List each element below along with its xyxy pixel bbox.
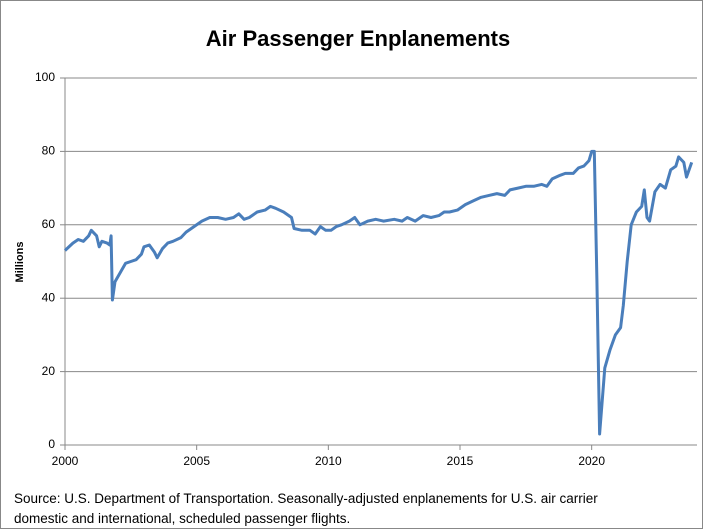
y-tick-label: 40 — [42, 290, 56, 304]
x-tick-label: 2015 — [447, 454, 474, 468]
y-tick-label: 20 — [42, 364, 56, 378]
x-tick-label: 2020 — [578, 454, 605, 468]
y-axis-label: Millions — [14, 242, 26, 283]
y-tick-label: 80 — [42, 144, 56, 158]
y-tick-label: 100 — [35, 70, 55, 84]
source-note: Source: U.S. Department of Transportatio… — [14, 491, 598, 506]
source-note: domestic and international, scheduled pa… — [14, 511, 350, 526]
x-tick-label: 2005 — [183, 454, 210, 468]
y-tick-label: 60 — [42, 217, 56, 231]
chart-title: Air Passenger Enplanements — [206, 26, 510, 51]
y-tick-label: 0 — [48, 437, 55, 451]
x-tick-label: 2010 — [315, 454, 342, 468]
data-line — [63, 149, 694, 436]
x-tick-label: 2000 — [52, 454, 79, 468]
